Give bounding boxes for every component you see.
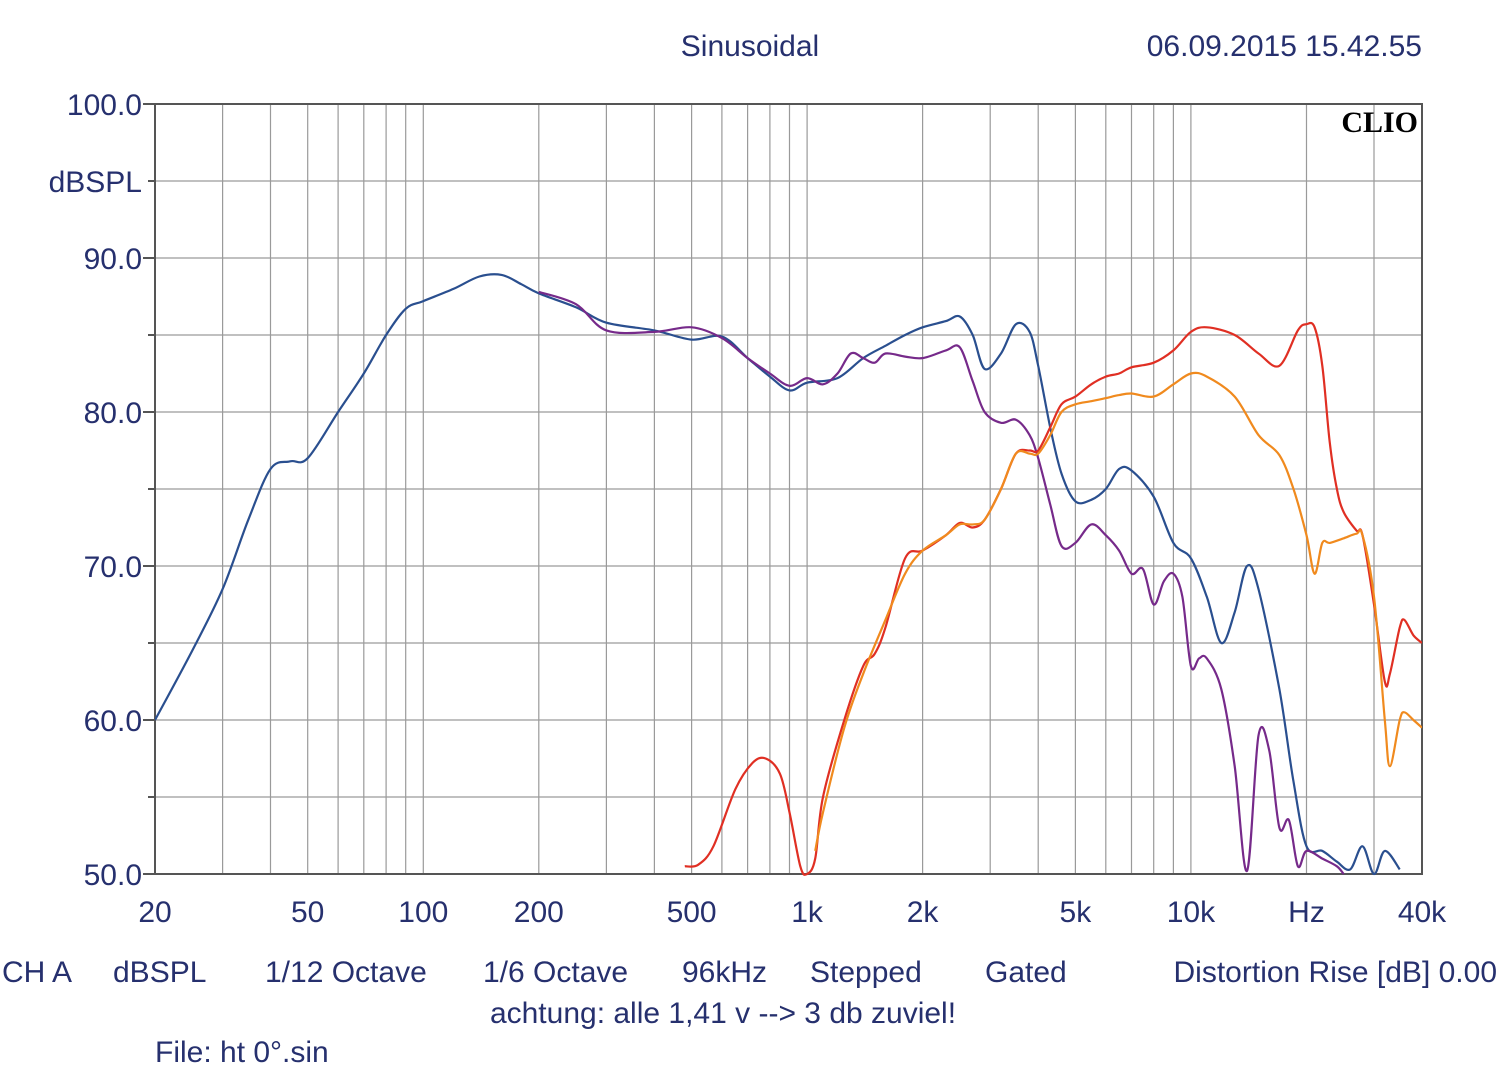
series-line-2 [538, 290, 1345, 875]
file-name: File: ht 0°.sin [155, 1036, 329, 1069]
y-tick-label: 80.0 [84, 397, 142, 430]
series-line-4 [814, 371, 1422, 852]
status-row: CH A dBSPL 1/12 Octave 1/6 Octave 96kHz … [2, 956, 1497, 989]
status-smoothing: 1/6 Octave [483, 956, 628, 989]
x-tick-label: 20 [138, 896, 171, 929]
x-tick-label: Hz [1288, 896, 1325, 929]
series-layer [155, 273, 1422, 876]
y-tick-labels: 100.0 90.0 80.0 70.0 60.0 50.0 [67, 89, 155, 892]
status-resolution: 1/12 Octave [265, 956, 427, 989]
status-distortion-rise: Distortion Rise [dB] 0.00 [1174, 956, 1497, 989]
x-tick-label: 2k [907, 896, 940, 929]
y-tick-label: 90.0 [84, 243, 142, 276]
status-unit: dBSPL [113, 956, 206, 989]
x-tick-label: 10k [1167, 896, 1216, 929]
x-tick-label: 200 [514, 896, 564, 929]
status-channel: CH A [2, 956, 72, 989]
y-tick-label: 70.0 [84, 551, 142, 584]
x-tick-label: 500 [667, 896, 717, 929]
warning-note: achtung: alle 1,41 v --> 3 db zuviel! [490, 997, 956, 1030]
y-tick-label: 60.0 [84, 705, 142, 738]
y-tick-label: 100.0 [67, 89, 142, 122]
x-tick-label: 1k [791, 896, 824, 929]
x-tick-label: 5k [1060, 896, 1093, 929]
grid [155, 104, 1422, 874]
timestamp: 06.09.2015 15.42.55 [1147, 30, 1422, 63]
series-line-1 [155, 273, 1401, 876]
measurement-mode: Sinusoidal [681, 30, 819, 63]
brand-logo: CLIO [1341, 106, 1418, 139]
status-gated: Gated [985, 956, 1067, 989]
x-tick-label: 40k [1398, 896, 1447, 929]
x-tick-label: 50 [291, 896, 324, 929]
x-tick-label: 100 [398, 896, 448, 929]
series-line-3 [684, 321, 1422, 876]
y-tick-label: 50.0 [84, 859, 142, 892]
x-tick-labels: 20 50 100 200 500 1k 2k 5k 10k Hz 40k [138, 896, 1447, 929]
status-samplerate: 96kHz [682, 956, 767, 989]
status-stepped: Stepped [810, 956, 922, 989]
y-axis-unit: dBSPL [49, 166, 142, 199]
